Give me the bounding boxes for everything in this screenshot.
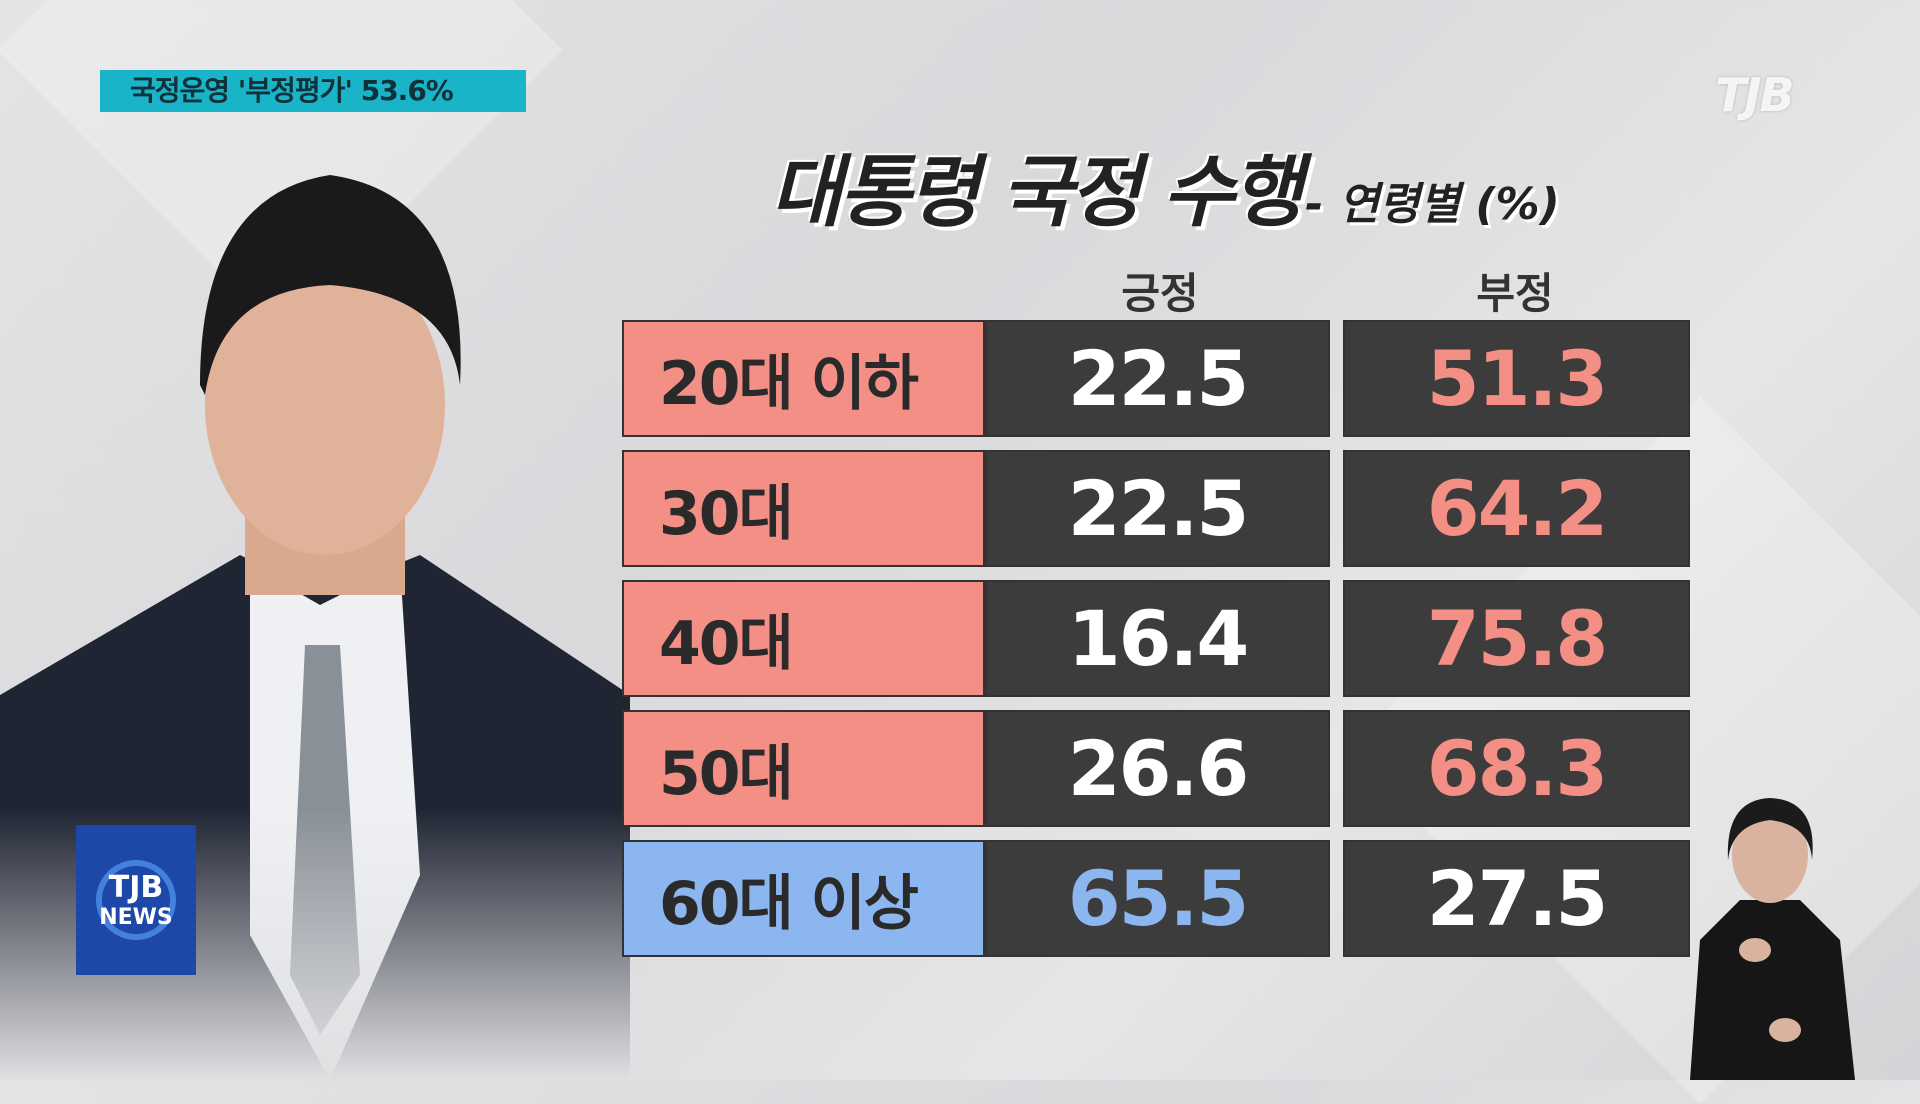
logo-ring [96,860,176,940]
news-logo-line1: TJB [108,870,164,905]
table-row: 30대 22.5 64.2 [622,450,1690,567]
age-group-label: 60대 이상 [622,840,985,957]
sign-language-interpreter [1690,798,1855,1080]
broadcaster-logo: TJB [1715,68,1795,122]
graphic-title: 대통령 국정 수행 - 연령별 (%) [690,130,1640,242]
negative-value: 64.2 [1343,450,1690,567]
positive-value: 26.6 [985,710,1330,827]
negative-value: 68.3 [1343,710,1690,827]
table-row: 40대 16.4 75.8 [622,580,1690,697]
positive-value: 16.4 [985,580,1330,697]
positive-value: 22.5 [985,450,1330,567]
tjb-news-logo: TJB NEWS [76,825,196,975]
column-header-positive: 긍정 [1121,269,1199,318]
news-logo-line2: NEWS [99,905,173,930]
title-sub: - 연령별 (%) [1305,179,1560,230]
table-row: 20대 이하 22.5 51.3 [622,320,1690,437]
age-group-label: 30대 [622,450,985,567]
table-row: 50대 26.6 68.3 [622,710,1690,827]
positive-value: 22.5 [985,320,1330,437]
negative-value: 75.8 [1343,580,1690,697]
age-group-label: 40대 [622,580,985,697]
news-caption: 국정운영 '부정평가' 53.6% [100,70,526,112]
negative-value: 51.3 [1343,320,1690,437]
age-group-label: 20대 이하 [622,320,985,437]
title-main: 대통령 국정 수행 [770,148,1303,238]
positive-value: 65.5 [985,840,1330,957]
table-row: 60대 이상 65.5 27.5 [622,840,1690,957]
column-header-negative: 부정 [1476,269,1554,318]
age-group-label: 50대 [622,710,985,827]
negative-value: 27.5 [1343,840,1690,957]
